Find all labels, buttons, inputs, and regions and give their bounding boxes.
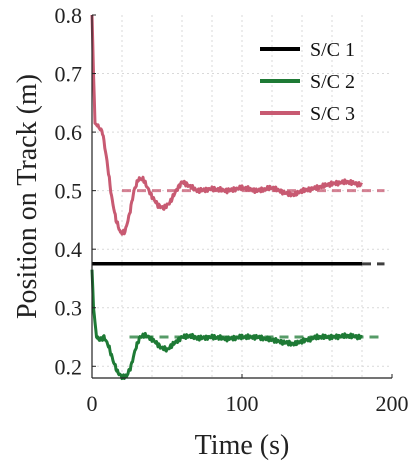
axes (91, 14, 393, 379)
x-axis-label: Time (s) (195, 430, 290, 461)
y-tick-label: 0.3 (55, 296, 83, 321)
y-tick-label: 0.7 (55, 62, 83, 87)
y-tick-label: 0.2 (55, 354, 83, 379)
tick-labels: 0 100 200 0.2 0.3 0.4 0.5 0.6 0.7 0.8 (55, 3, 409, 416)
y-tick-label: 0.6 (55, 120, 83, 145)
y-tick-label: 0.8 (55, 3, 83, 28)
x-tick-label: 200 (376, 391, 409, 416)
series-line-sc3 (90, 14, 364, 236)
x-tick-label: 100 (226, 391, 259, 416)
y-tick-label: 0.5 (55, 179, 83, 204)
legend-entry: S/C 2 (310, 71, 355, 93)
legend: S/C 1 S/C 2 S/C 3 (260, 39, 355, 125)
legend-entry: S/C 3 (310, 103, 355, 125)
series-lines (90, 14, 364, 381)
x-tick-label: 0 (87, 391, 98, 416)
y-axis-label: Position on Track (m) (12, 74, 43, 319)
legend-entry: S/C 1 (310, 39, 355, 61)
y-tick-label: 0.4 (55, 237, 83, 262)
grid (92, 15, 392, 378)
series-line-sc2 (90, 269, 363, 381)
